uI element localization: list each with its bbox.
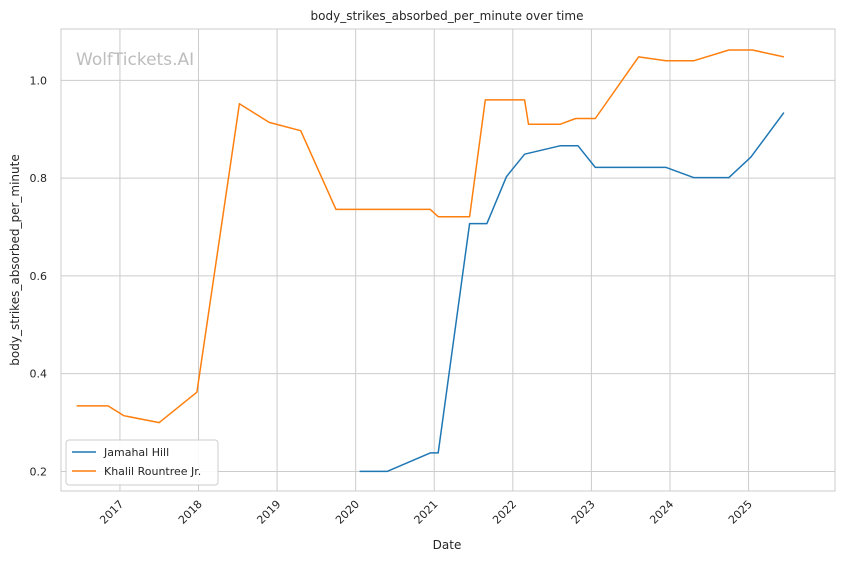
series-layer [76, 49, 785, 473]
legend-label-khalil-rountree-jr: Khalil Rountree Jr. [104, 465, 201, 478]
x-tick-labels: 2017 2018 2019 2020 2021 2022 2023 2024 2025 [97, 498, 755, 527]
x-tick-label: 2021 [412, 498, 441, 527]
series-line-1 [76, 49, 785, 424]
y-tick-label: 0.4 [30, 368, 48, 381]
plot-area [60, 28, 836, 492]
x-tick-label: 2022 [490, 498, 519, 527]
y-tick-label: 0.2 [30, 465, 48, 478]
legend-box [65, 439, 219, 486]
legend: Jamahal Hill Khalil Rountree Jr. [65, 439, 219, 486]
y-tick-label: 1.0 [30, 74, 48, 87]
x-tick-label: 2020 [333, 498, 362, 527]
watermark-text: WolfTickets.AI [76, 50, 194, 70]
x-axis-title: Date [433, 538, 462, 552]
x-tick-label: 2019 [254, 498, 283, 527]
x-tick-label: 2017 [97, 498, 126, 527]
y-axis-title: body_strikes_absorbed_per_minute [8, 154, 22, 365]
x-tick-label: 2024 [647, 498, 676, 527]
legend-label-jamahal-hill: Jamahal Hill [103, 446, 169, 459]
series-line-0 [359, 112, 785, 473]
y-tick-label: 0.6 [30, 270, 48, 283]
x-tick-label: 2025 [726, 498, 755, 527]
y-tick-label: 0.8 [30, 172, 48, 185]
y-tick-labels: 0.2 0.4 0.6 0.8 1.0 [30, 74, 48, 478]
chart-title: body_strikes_absorbed_per_minute over ti… [311, 9, 584, 23]
x-tick-label: 2018 [176, 498, 205, 527]
x-tick-label: 2023 [569, 498, 598, 527]
